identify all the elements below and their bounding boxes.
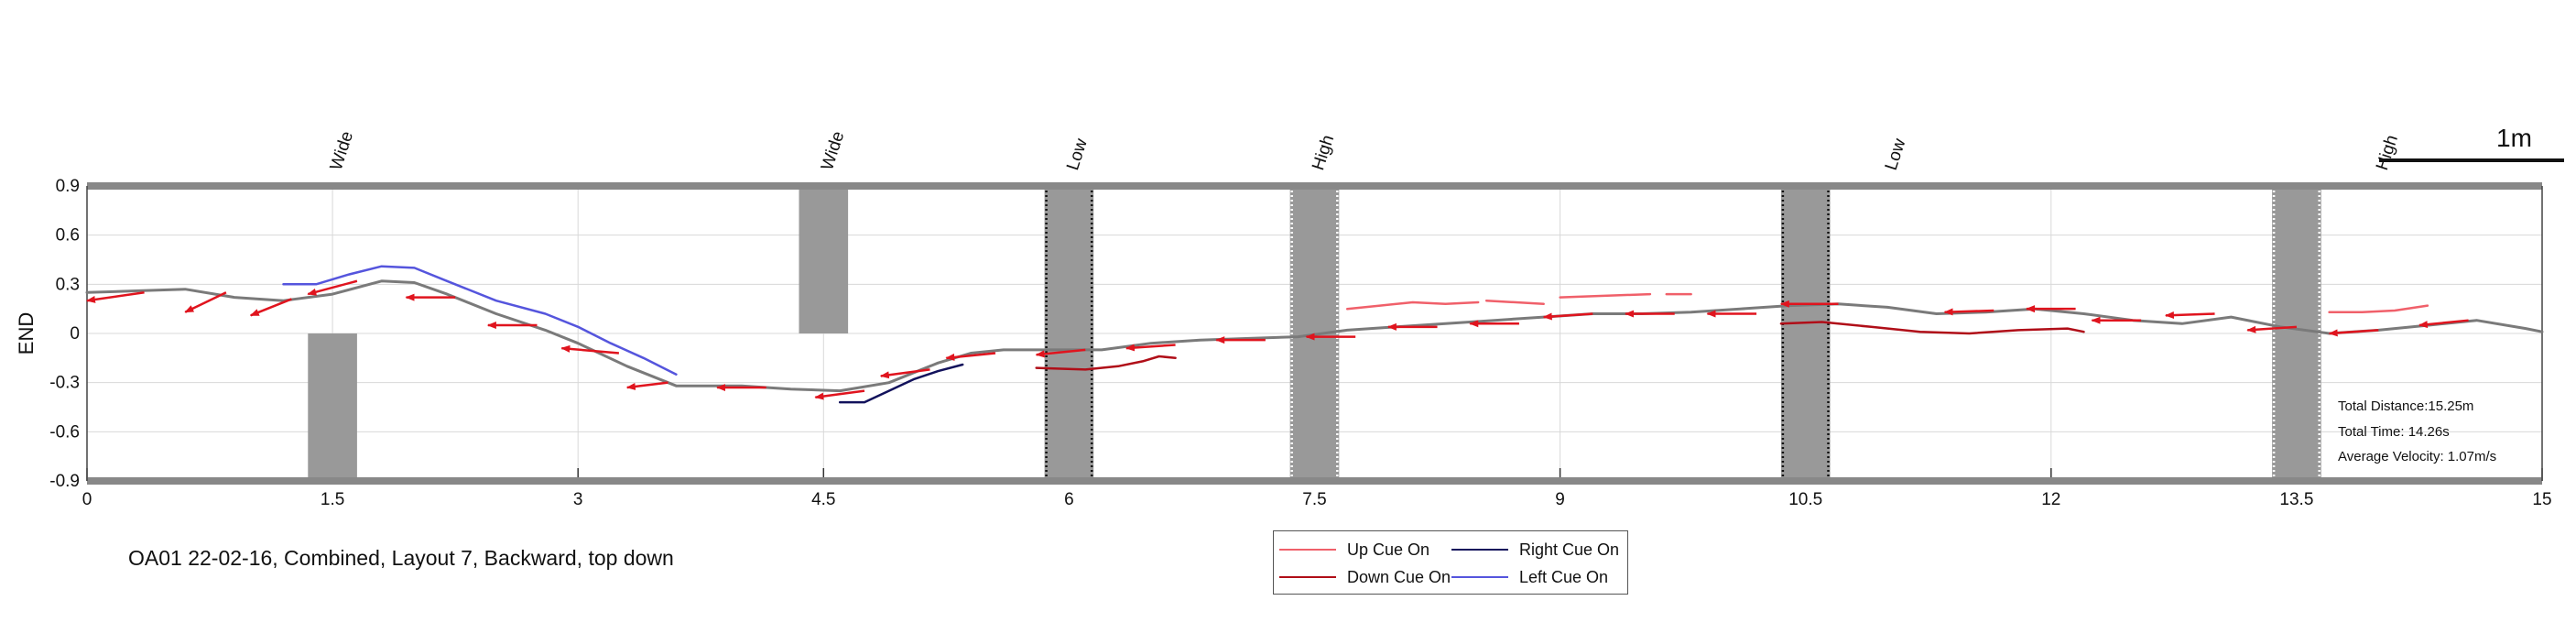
- x-tick-label: 4.5: [811, 490, 835, 509]
- heading-arrows: [86, 279, 2469, 400]
- heading-arrow: [1125, 344, 1176, 352]
- obstacle-block: [1780, 186, 1831, 481]
- legend-swatch-right: [1451, 549, 1508, 551]
- obstacle-block: [2272, 186, 2321, 481]
- heading-arrow: [625, 381, 668, 390]
- series-line-path: [85, 279, 2544, 393]
- series-line-down: [1779, 321, 2085, 335]
- y-tick-label: 0: [70, 324, 80, 344]
- series-line-up: [2328, 304, 2429, 313]
- heading-arrow: [86, 291, 145, 303]
- heading-arrow: [1943, 308, 1994, 316]
- series-line-left: [282, 265, 678, 376]
- legend-item-down: Down Cue On: [1274, 565, 1451, 589]
- obstacle-block: [799, 186, 849, 333]
- y-tick-label: 0.9: [56, 177, 80, 196]
- series-line-up: [1484, 299, 1545, 306]
- heading-arrow: [184, 291, 227, 313]
- average-velocity: Average Velocity: 1.07m/s: [2338, 449, 2496, 464]
- obstacle-label: Low: [1882, 136, 1910, 173]
- chart-caption: OA01 22-02-16, Combined, Layout 7, Backw…: [128, 546, 674, 570]
- heading-arrow: [2164, 311, 2215, 320]
- x-tick-label: 9: [1555, 490, 1565, 509]
- scale-bar-label: 1m: [2496, 124, 2532, 152]
- heading-arrow: [814, 389, 865, 400]
- legend-label-up: Up Cue On: [1347, 540, 1430, 559]
- legend: Up Cue On Right Cue On Down Cue On Left …: [1273, 530, 1628, 595]
- x-tick-label: 15: [2532, 490, 2551, 509]
- legend-label-left: Left Cue On: [1519, 567, 1609, 586]
- annotations: 1m Total Distance:15.25m Total Time: 14.…: [2338, 124, 2564, 464]
- legend-swatch-down: [1279, 576, 1336, 578]
- obstacle-label: High: [2373, 133, 2402, 173]
- y-tick-label: 0.6: [56, 226, 80, 246]
- y-axis-label: END: [15, 312, 38, 355]
- legend-label-down: Down Cue On: [1347, 567, 1451, 586]
- x-tick-label: 7.5: [1302, 490, 1326, 509]
- obstacle-label: High: [1309, 133, 1338, 173]
- legend-swatch-up: [1279, 549, 1336, 551]
- trajectory-lines: [85, 265, 2544, 404]
- heading-arrow: [249, 298, 292, 317]
- heading-arrow: [307, 279, 358, 296]
- bottom-rail: [87, 477, 2542, 485]
- total-distance: Total Distance:15.25m: [2338, 398, 2473, 414]
- x-tick-label: 0: [82, 490, 92, 509]
- x-tick-label: 12: [2041, 490, 2060, 509]
- heading-arrow: [879, 368, 930, 379]
- plot-frame: [86, 182, 2543, 485]
- x-tick-label: 1.5: [321, 490, 344, 509]
- heading-arrow: [2418, 319, 2469, 329]
- heading-arrow: [1035, 348, 1086, 358]
- x-tick-label: 13.5: [2279, 490, 2313, 509]
- y-tick-label: 0.3: [56, 275, 80, 294]
- obstacle-label: Wide: [818, 129, 848, 173]
- obstacle-block: [308, 333, 357, 481]
- x-tick-label: 10.5: [1788, 490, 1822, 509]
- series-line-up: [1345, 300, 1480, 311]
- obstacle-block: [1044, 186, 1094, 481]
- heading-arrow: [1542, 312, 1593, 321]
- y-tick-label: -0.6: [49, 422, 80, 442]
- legend-item-right: Right Cue On: [1446, 538, 1619, 562]
- heading-arrow: [2328, 329, 2379, 337]
- obstacle-label: Low: [1063, 136, 1092, 173]
- y-tick-label: -0.3: [49, 374, 80, 393]
- heading-arrow: [2246, 325, 2297, 333]
- top-rail: [87, 182, 2542, 190]
- series-line-right: [838, 363, 964, 404]
- obstacle-label: Wide: [327, 129, 357, 173]
- legend-label-right: Right Cue On: [1519, 540, 1620, 559]
- x-tick-label: 6: [1064, 490, 1074, 509]
- total-time: Total Time: 14.26s: [2338, 424, 2450, 440]
- series-line-up: [1559, 292, 1652, 299]
- legend-swatch-left: [1451, 576, 1508, 578]
- heading-arrow: [945, 352, 996, 361]
- series-line-down: [1035, 355, 1177, 371]
- heading-arrow: [560, 344, 619, 355]
- x-tick-label: 3: [573, 490, 583, 509]
- legend-item-left: Left Cue On: [1446, 565, 1608, 589]
- legend-item-up: Up Cue On: [1274, 538, 1429, 562]
- y-tick-label: -0.9: [49, 472, 80, 491]
